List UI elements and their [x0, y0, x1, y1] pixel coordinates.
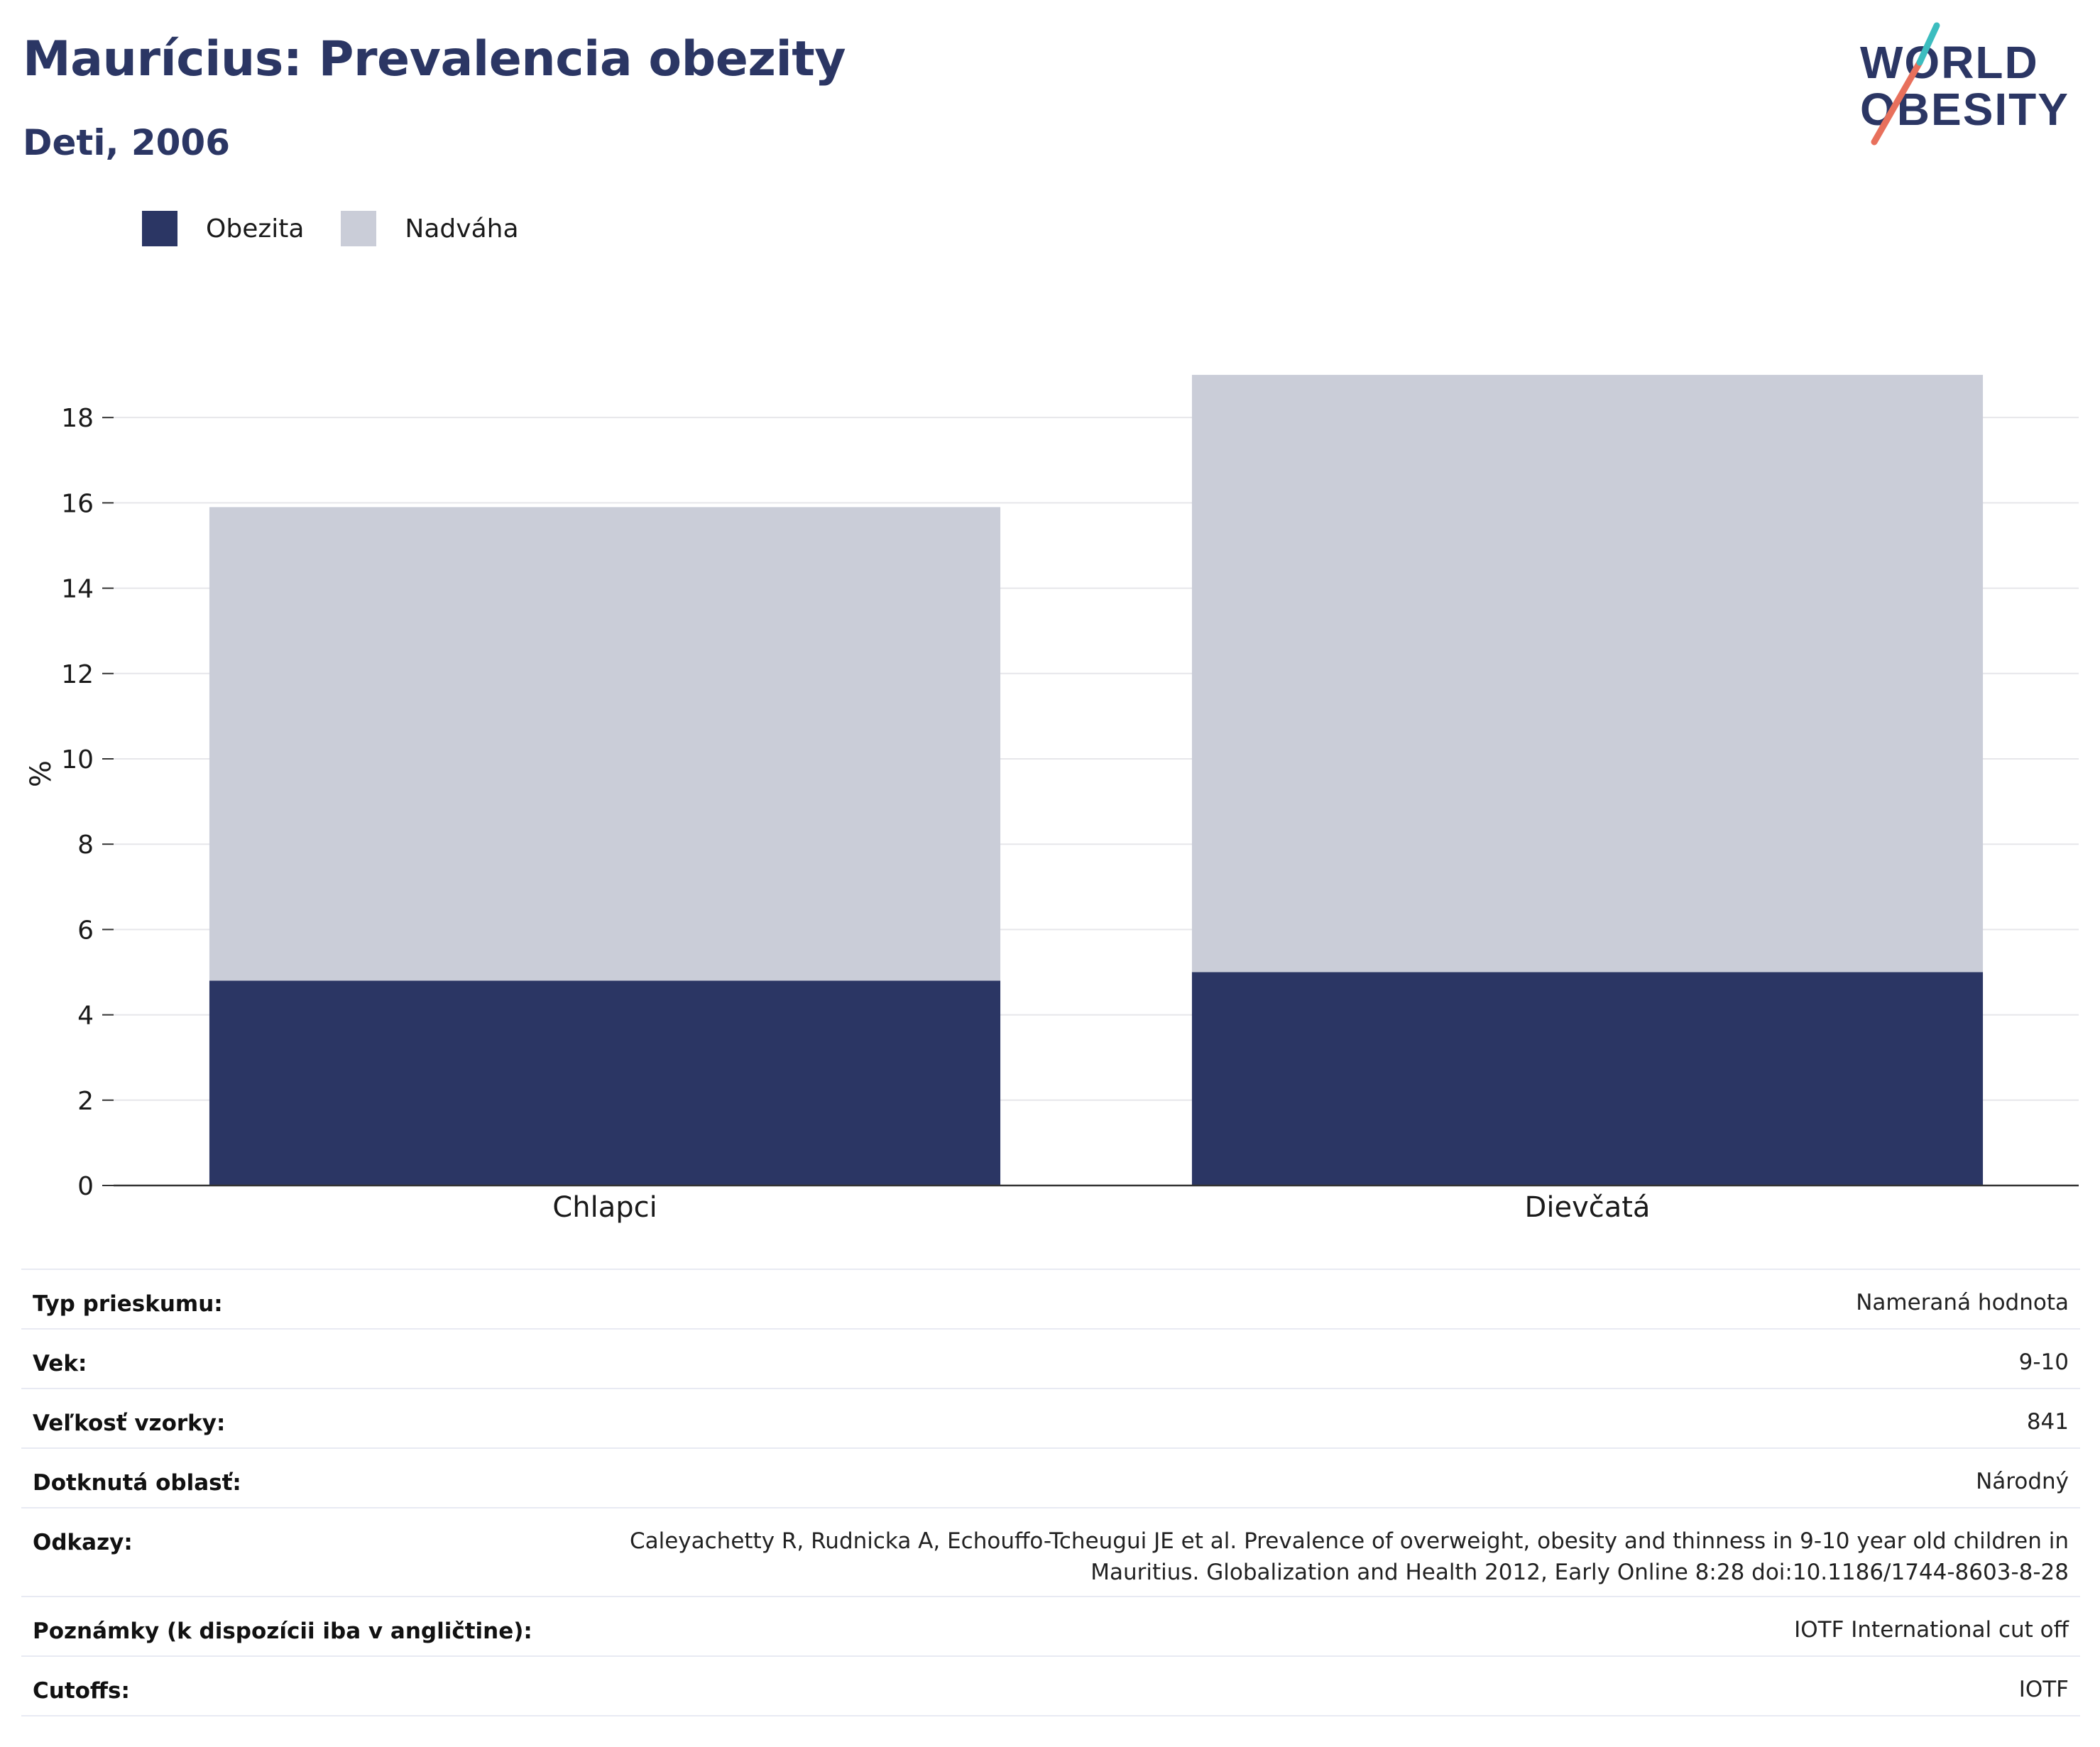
info-row-dotknuta-oblast: Dotknutá oblasť: Národný [21, 1447, 2080, 1507]
info-label-odkazy: Odkazy: [33, 1530, 133, 1555]
legend-item-obezita[interactable]: Obezita [142, 211, 304, 246]
x-tick-label: Dievčatá [1525, 1191, 1651, 1224]
logo-slash-icon [1871, 22, 1940, 146]
legend-swatch-obezita [142, 211, 177, 246]
y-tick-label: 16 [61, 489, 94, 518]
x-tick-label: Chlapci [552, 1191, 657, 1224]
info-row-vek: Vek: 9-10 [21, 1328, 2080, 1388]
y-tick-label: 0 [77, 1172, 94, 1201]
info-label-velkost-vzorky: Veľkosť vzorky: [33, 1411, 226, 1436]
info-label-dotknuta-oblast: Dotknutá oblasť: [33, 1470, 241, 1496]
survey-info-table: Typ prieskumu: Nameraná hodnota Vek: 9-10 Ve… [21, 1269, 2080, 1716]
info-row-cutoffs: Cutoffs: IOTF [21, 1655, 2080, 1716]
stacked-bar-chart: 0 2 4 6 8 10 12 14 16 18 Chlapci Dievčatá [61, 375, 2079, 1224]
world-obesity-logo: WORLD OBESITY [1846, 20, 2087, 148]
logo-line-1: WORLD [1860, 37, 2039, 88]
bar-nadvaha-dievcata[interactable] [1191, 375, 1984, 973]
info-label-typ-prieskumu: Typ prieskumu: [33, 1291, 223, 1317]
info-value-poznamky: IOTF International cut off [1794, 1617, 2069, 1643]
chart-legend: Obezita Nadváha [142, 210, 556, 247]
y-tick-label: 18 [61, 404, 94, 433]
y-tick-label: 2 [77, 1087, 94, 1116]
info-row-poznamky: Poznámky (k dispozícii iba v angličtine)… [21, 1596, 2080, 1655]
y-tick-label: 12 [61, 660, 94, 689]
y-tick-label: 4 [77, 1002, 94, 1031]
chart-title: Maurícius: Prevalencia obezity [23, 31, 846, 87]
info-row-typ-prieskumu: Typ prieskumu: Nameraná hodnota [21, 1269, 2080, 1328]
bar-obezita-chlapci[interactable] [209, 980, 1001, 1185]
info-label-poznamky: Poznámky (k dispozícii iba v angličtine)… [33, 1619, 532, 1644]
legend-label-obezita: Obezita [206, 214, 305, 243]
bar-nadvaha-chlapci[interactable] [209, 507, 1001, 981]
info-label-vek: Vek: [33, 1351, 87, 1376]
info-row-velkost-vzorky: Veľkosť vzorky: 841 [21, 1388, 2080, 1447]
y-tick-label: 6 [77, 916, 94, 945]
legend-swatch-nadvaha [341, 211, 377, 246]
y-tick-label: 10 [61, 745, 94, 774]
info-value-dotknuta-oblast: Národný [1976, 1469, 2069, 1494]
y-tick-label: 8 [77, 831, 94, 860]
info-label-cutoffs: Cutoffs: [33, 1678, 130, 1704]
info-value-cutoffs: IOTF [2018, 1677, 2069, 1702]
y-tick-label: 14 [61, 575, 94, 604]
info-value-velkost-vzorky: 841 [2026, 1409, 2069, 1435]
info-row-odkazy: Odkazy: Caleyachetty R, Rudnicka A, Echou… [21, 1507, 2080, 1596]
legend-item-nadvaha[interactable]: Nadváha [341, 211, 519, 246]
info-value-vek: 9-10 [2018, 1349, 2069, 1375]
legend-label-nadvaha: Nadváha [405, 214, 519, 243]
info-value-typ-prieskumu: Nameraná hodnota [1856, 1290, 2069, 1315]
info-value-odkazy: Caleyachetty R, Rudnicka A, Echouffo-Tch… [629, 1528, 2069, 1585]
bar-obezita-dievcata[interactable] [1191, 972, 1984, 1185]
chart-subtitle: Deti, 2006 [23, 122, 231, 163]
